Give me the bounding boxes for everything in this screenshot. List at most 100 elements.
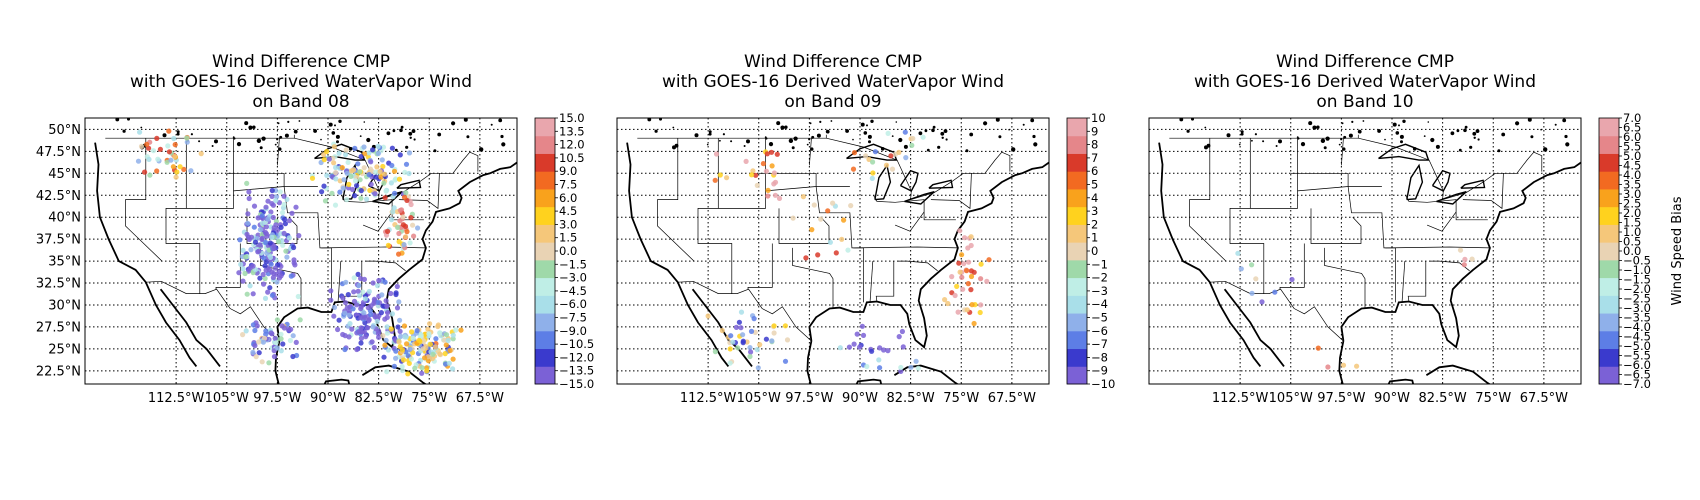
lake-mark [1338, 143, 1341, 146]
wind-bias-point [244, 231, 250, 237]
colorbar-tick-label: 4.5 [559, 204, 577, 218]
lake-mark [211, 145, 214, 147]
wind-bias-point [964, 268, 970, 274]
state-border [1229, 138, 1265, 294]
colorbar-tick-label: 6.0 [1623, 130, 1641, 144]
lake-mark [706, 143, 709, 146]
lake-mark [463, 118, 468, 122]
x-tick-label: 82.5°W [1418, 391, 1466, 406]
state-border [337, 261, 342, 302]
wind-bias-point [800, 194, 807, 200]
y-tick-label: 30°N [48, 298, 81, 313]
wind-bias-point [267, 254, 274, 260]
wind-bias-point [164, 159, 170, 165]
wind-bias-point [850, 166, 857, 172]
colorbar-tick-label: −6 [1091, 324, 1108, 338]
lake-mark [776, 121, 781, 126]
wind-bias-point [254, 323, 260, 329]
lake-mark [1527, 118, 1532, 122]
state-border [1401, 261, 1406, 302]
state-border [1385, 246, 1490, 249]
wind-bias-point [909, 142, 915, 148]
wind-bias-point [971, 269, 977, 275]
state-border [697, 138, 733, 294]
lake-mark [1423, 135, 1426, 138]
wind-bias-point [166, 128, 172, 134]
colorbar-segment [1599, 242, 1619, 261]
wind-bias-point [263, 267, 269, 273]
wind-bias-point [368, 159, 374, 165]
x-axis-ticks: 112.5°W 105°W 97.5°W 90°W 82.5°W 75°W 67.5°W [680, 391, 1036, 406]
lake-mark [793, 136, 798, 141]
lake-mark [898, 137, 903, 143]
colorbar-tick-label: 10.5 [559, 151, 585, 165]
lake-mark [1564, 134, 1568, 139]
wind-bias-point [281, 201, 287, 208]
x-tick-label: 97.5°W [253, 391, 301, 406]
wind-bias-point [956, 260, 962, 266]
wind-bias-point [876, 357, 882, 363]
wind-bias-point [396, 251, 402, 257]
wind-bias-point [184, 139, 190, 145]
coastline [1340, 161, 1581, 349]
wind-bias-point [764, 151, 770, 157]
colorbar: 15.013.512.010.59.07.56.04.53.01.50.0−1.… [534, 111, 594, 391]
wind-bias-point [730, 339, 736, 345]
basemap-lines [626, 118, 1049, 384]
wind-bias-point [354, 346, 360, 353]
state-border [869, 261, 874, 302]
wind-bias-point [964, 307, 970, 313]
coastline [323, 378, 351, 384]
lake-mark [867, 134, 872, 139]
colorbar-segment [1067, 224, 1087, 243]
lake-mark [1469, 145, 1473, 149]
colorbar-segment [1599, 206, 1619, 225]
wind-bias-point [811, 202, 817, 208]
wind-bias-point [271, 225, 277, 231]
wind-bias-point [240, 278, 246, 284]
wind-bias-point [776, 195, 783, 201]
colorbar-tick-label: −7.5 [559, 311, 587, 325]
lake-mark [1357, 129, 1362, 134]
wind-bias-point [383, 337, 389, 343]
x-tick-label: 75°W [1475, 391, 1511, 406]
wind-bias-point [406, 170, 412, 177]
wind-bias-point [864, 363, 870, 370]
wind-bias-point [362, 296, 368, 302]
wind-bias-point [181, 166, 187, 172]
wind-bias-point [352, 193, 358, 199]
wind-bias-point [425, 358, 431, 364]
colorbar-segment [1599, 348, 1619, 367]
wind-bias-point [765, 187, 771, 193]
wind-bias-point [358, 325, 364, 331]
panel-title-line-2: with GOES-16 Derived WaterVapor Wind [130, 72, 472, 92]
wind-bias-point [147, 172, 153, 178]
lake-mark [274, 143, 277, 146]
wind-bias-point [174, 169, 180, 175]
wind-bias-point [397, 207, 403, 213]
wind-bias-point [1238, 266, 1244, 272]
lake-mark [1384, 138, 1386, 141]
wind-bias-point [450, 356, 456, 362]
wind-bias-point [173, 174, 179, 180]
wind-bias-point [395, 224, 401, 230]
wind-bias-point [400, 214, 406, 220]
wind-bias-point [765, 193, 771, 199]
wind-bias-point [274, 345, 280, 351]
lake-mark [1562, 118, 1567, 123]
x-tick-label: 97.5°W [1317, 391, 1365, 406]
colorbar-tick-label: −9 [1091, 364, 1108, 378]
x-tick-label: 112.5°W [148, 391, 205, 406]
colorbar-segment [535, 224, 555, 243]
wind-bias-point [763, 168, 770, 174]
wind-bias-point [366, 172, 372, 178]
lake-mark [937, 145, 941, 149]
lake-mark [903, 144, 908, 149]
wind-bias-point [977, 309, 983, 316]
wind-bias-point [166, 149, 172, 155]
wind-bias-point [784, 337, 791, 343]
x-tick-label: 90°W [1374, 391, 1410, 406]
wind-bias-point [170, 164, 176, 170]
wind-bias-point [772, 192, 779, 198]
colorbar-segment [535, 188, 555, 208]
